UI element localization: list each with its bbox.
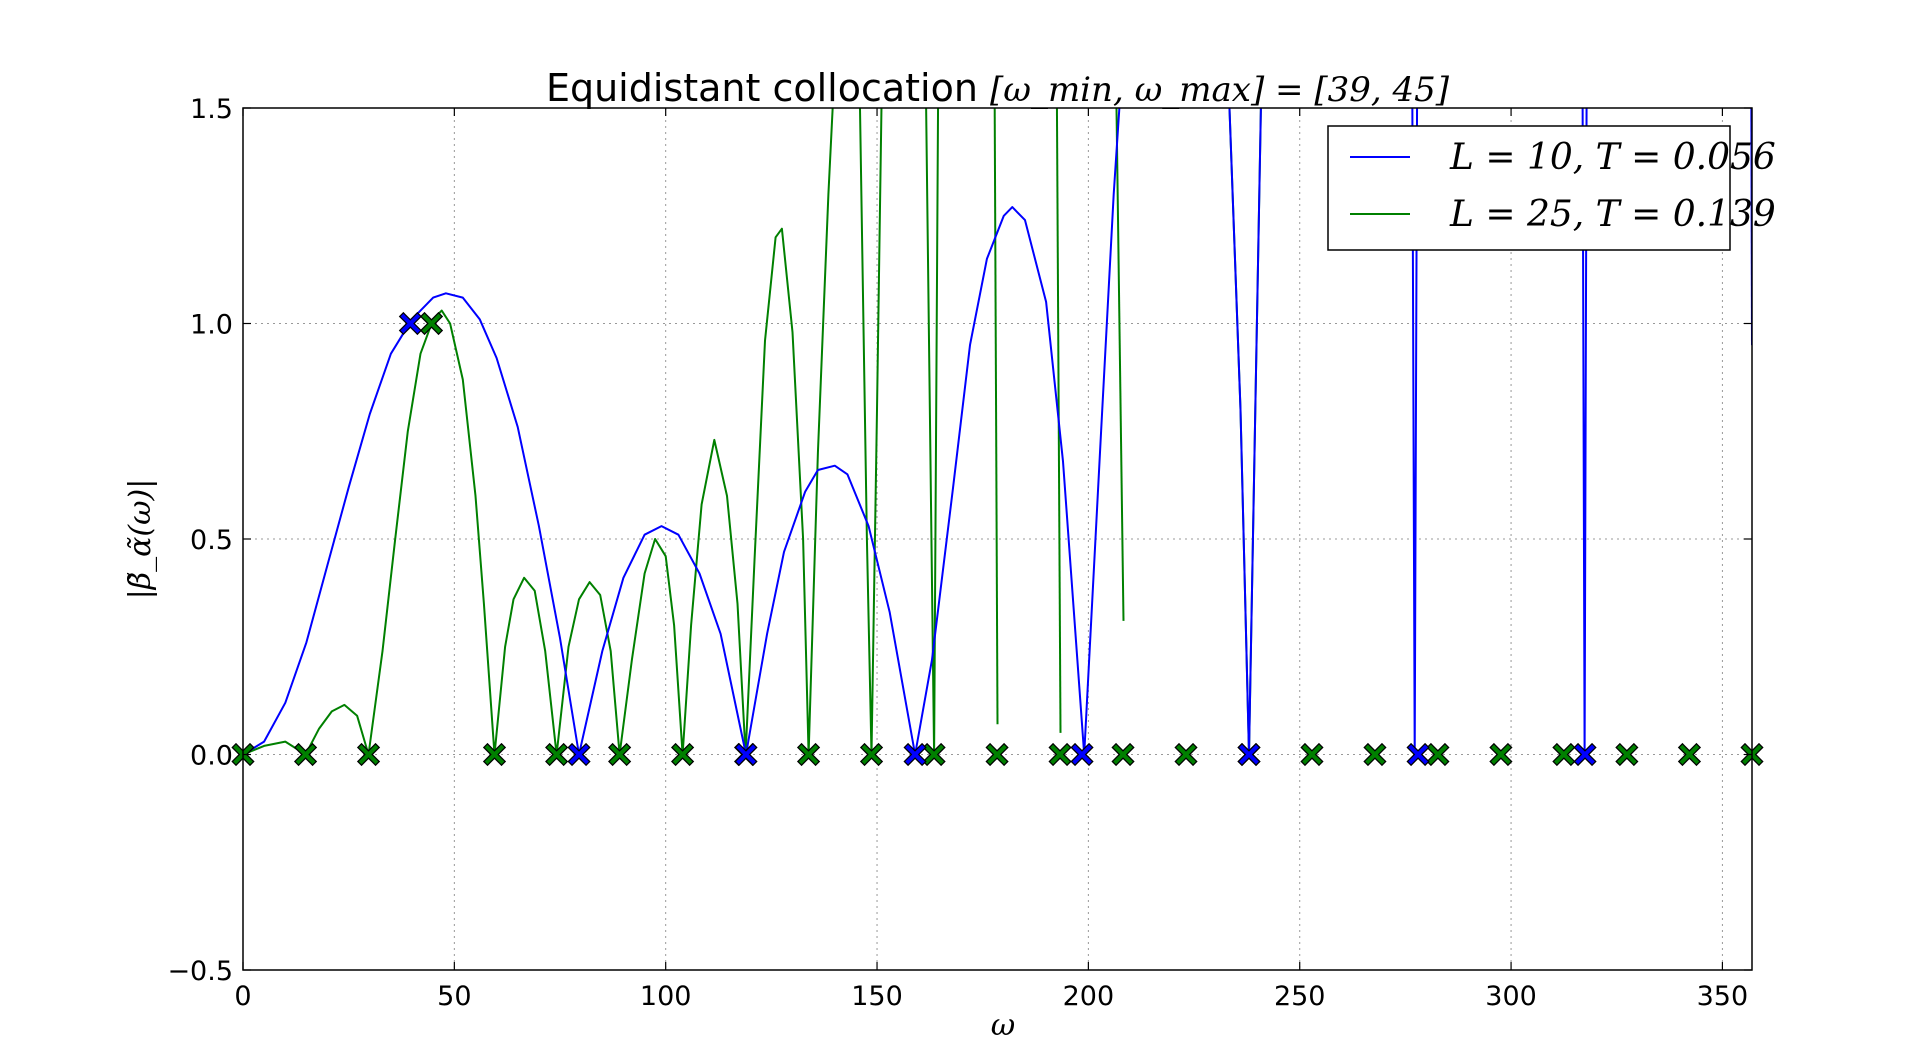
marker-series-0	[905, 744, 925, 765]
x-tick-label: 200	[1063, 981, 1115, 1012]
legend: L = 10, T = 0.056 L = 25, T = 0.139	[1327, 125, 1776, 251]
series-line-1-seg-1	[858, 108, 883, 756]
y-tick-label: −0.5	[167, 956, 233, 987]
marker-series-1	[358, 744, 379, 765]
y-tick-label: 1.0	[190, 310, 233, 341]
marker-series-0	[569, 744, 589, 765]
legend-box	[1327, 125, 1731, 251]
chart-title-text: Equidistant collocation	[546, 66, 978, 110]
x-tick-label: 250	[1274, 981, 1326, 1012]
marker-series-1	[421, 313, 442, 334]
series-line-1-seg-6	[1228, 108, 1262, 756]
marker-series-1	[609, 744, 630, 765]
y-tick-label: 0.0	[190, 741, 233, 772]
marker-series-0	[1072, 744, 1092, 765]
marker-series-1	[546, 744, 567, 765]
x-tick-label: 350	[1697, 981, 1749, 1012]
series-line-0-seg-1	[1228, 108, 1262, 756]
marker-series-1	[295, 744, 316, 765]
series-line-1-seg-2	[925, 108, 940, 756]
legend-label-blue: L = 10, T = 0.056	[1449, 137, 1776, 178]
x-tick-label: 150	[851, 981, 903, 1012]
marker-series-1	[1491, 744, 1511, 765]
marker-series-1	[1176, 744, 1196, 765]
marker-series-0	[1408, 744, 1428, 765]
marker-series-1	[1050, 744, 1070, 765]
axis-ticks: 0 50 100 150 200 250 300 350 −0.5 0.0 0.5 1.0 1.5	[167, 94, 1752, 1012]
marker-series-1	[484, 744, 505, 765]
marker-series-1	[1113, 744, 1133, 765]
legend-label-green: L = 25, T = 0.139	[1449, 194, 1776, 235]
x-tick-label: 100	[640, 981, 692, 1012]
marker-series-0	[1575, 744, 1595, 765]
marker-series-1	[1679, 744, 1700, 765]
y-tick-label: 1.5	[190, 94, 233, 125]
marker-series-1	[861, 744, 882, 765]
marker-series-0	[400, 313, 421, 334]
series-line-1-seg-4	[1055, 108, 1062, 733]
series-line-1-seg-5	[1115, 108, 1125, 621]
x-tick-label: 300	[1485, 981, 1537, 1012]
marker-series-1	[1428, 744, 1448, 765]
marker-series-1	[987, 744, 1007, 765]
x-axis-label: ω	[991, 1008, 1015, 1043]
chart-title: Equidistant collocation [ω_min, ω_max] =…	[546, 66, 1450, 110]
series-line-1-seg-0	[243, 108, 834, 756]
marker-series-1	[1617, 744, 1637, 765]
series-line-0-seg-0	[243, 108, 1121, 756]
marker-series-0	[736, 744, 756, 765]
marker-series-1	[798, 744, 819, 765]
marker-series-1	[1365, 744, 1385, 765]
marker-series-1	[1302, 744, 1322, 765]
series-line-1-seg-3	[993, 108, 999, 725]
y-axis-label: |β̃_α̃(ω)|	[123, 479, 158, 600]
marker-series-0	[1239, 744, 1259, 765]
x-tick-label: 0	[234, 981, 251, 1012]
marker-series-1	[672, 744, 693, 765]
y-tick-label: 0.5	[190, 525, 233, 556]
marker-series-1	[924, 744, 944, 765]
chart-title-math: [ω_min, ω_max] = [39, 45]	[990, 70, 1450, 110]
marker-series-1	[1554, 744, 1574, 765]
x-tick-label: 50	[437, 981, 471, 1012]
